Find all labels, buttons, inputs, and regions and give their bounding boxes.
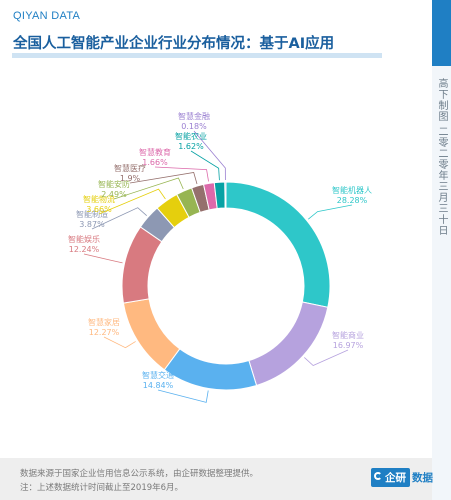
slice-value-9: 1.9% bbox=[120, 174, 141, 183]
slice-value-4: 12.27% bbox=[89, 328, 120, 337]
leader-line-9 bbox=[129, 172, 198, 185]
leader-line-3 bbox=[157, 389, 209, 403]
leader-line-8 bbox=[113, 177, 184, 200]
slice-label-10: 智慧教育 bbox=[139, 147, 171, 157]
logo-mark-icon bbox=[374, 472, 382, 480]
logo: 企研 数据 bbox=[371, 468, 433, 487]
footer-note: 注：上述数据统计时间截止至2019年6月。 bbox=[20, 483, 184, 493]
slice-label-11: 智能农业 bbox=[175, 131, 207, 141]
footer-source: 数据来源于国家企业信用信息公示系统，由企研数据整理提供。 bbox=[20, 469, 259, 479]
logo-word: 数据 bbox=[412, 472, 433, 484]
slice-label-8: 智能安防 bbox=[98, 179, 130, 189]
side-strip bbox=[432, 0, 451, 500]
leader-line-2 bbox=[304, 349, 349, 367]
slice-value-12: 0.18% bbox=[181, 122, 207, 131]
leader-line-11 bbox=[190, 150, 220, 181]
slice-value-7: 3.66% bbox=[86, 205, 112, 214]
title-underline bbox=[12, 53, 382, 58]
slice-label-3: 智慧交通 bbox=[142, 370, 174, 380]
side-date-label: 高下制图 二零二零年三月三十日 bbox=[436, 78, 447, 237]
leader-line-1 bbox=[308, 204, 353, 220]
slice-label-1: 智能机器人 bbox=[332, 185, 372, 195]
logo-badge: 企研 bbox=[371, 468, 410, 487]
leader-line-4 bbox=[103, 336, 136, 349]
leader-line-6 bbox=[91, 207, 147, 230]
slice-label-12: 智慧金融 bbox=[178, 111, 210, 121]
leader-line-10 bbox=[154, 166, 209, 182]
slice-label-5: 智能娱乐 bbox=[68, 234, 100, 244]
slice-value-6: 3.87% bbox=[79, 220, 105, 229]
slice-value-5: 12.24% bbox=[69, 245, 100, 254]
slice-label-2: 智能商业 bbox=[332, 330, 364, 340]
slice-4 bbox=[122, 298, 181, 371]
slice-value-8: 2.49% bbox=[101, 190, 127, 199]
slice-value-11: 1.62% bbox=[178, 142, 204, 151]
leader-line-5 bbox=[83, 253, 123, 264]
slice-3 bbox=[163, 348, 258, 391]
side-strip-accent bbox=[432, 0, 451, 66]
slice-2 bbox=[248, 301, 329, 387]
brand-label: QIYAN DATA bbox=[13, 10, 81, 22]
slice-value-3: 14.84% bbox=[143, 381, 174, 390]
slice-label-9: 智慧医疗 bbox=[114, 163, 146, 173]
slice-label-4: 智慧家居 bbox=[88, 317, 120, 327]
logo-badge-text: 企研 bbox=[385, 472, 406, 484]
slice-12 bbox=[224, 181, 227, 209]
slice-5 bbox=[121, 226, 163, 304]
page-title: 全国人工智能产业企业行业分布情况：基于AI应用 bbox=[13, 36, 335, 52]
slice-value-1: 28.28% bbox=[337, 196, 368, 205]
slice-1 bbox=[225, 181, 331, 308]
leader-line-7 bbox=[98, 188, 166, 215]
slice-value-2: 16.97% bbox=[333, 341, 364, 350]
slice-value-10: 1.66% bbox=[142, 158, 168, 167]
footer: 数据来源于国家企业信用信息公示系统，由企研数据整理提供。 注：上述数据统计时间截… bbox=[0, 458, 432, 500]
leader-line-12 bbox=[193, 130, 226, 181]
slice-label-7: 智能物流 bbox=[83, 194, 115, 204]
slice-label-6: 智能制造 bbox=[76, 209, 108, 219]
